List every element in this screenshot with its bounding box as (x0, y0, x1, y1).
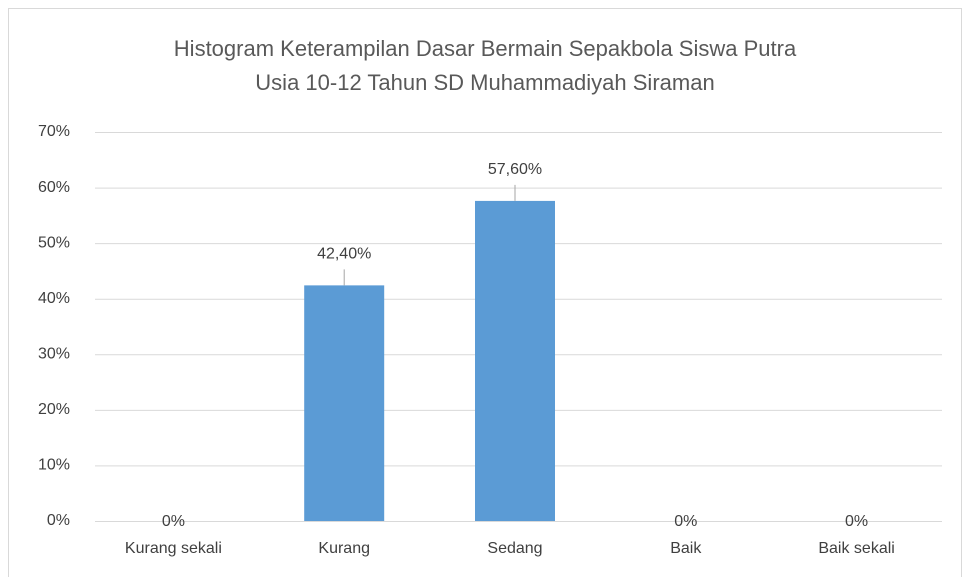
y-tick-label: 0% (47, 512, 70, 529)
x-tick-label: Kurang sekali (125, 540, 222, 557)
y-tick-label: 20% (38, 401, 70, 418)
x-tick-label: Kurang (318, 540, 370, 557)
y-tick-label: 70% (38, 123, 70, 140)
data-label: 0% (674, 513, 697, 530)
bar (475, 200, 555, 521)
x-tick-label: Sedang (487, 540, 542, 557)
x-tick-label: Baik (670, 540, 702, 557)
data-label: 0% (162, 513, 185, 530)
chart-title: Usia 10-12 Tahun SD Muhammadiyah Siraman (255, 70, 714, 95)
bar (304, 285, 385, 521)
y-tick-label: 30% (38, 346, 70, 363)
data-label: 42,40% (317, 246, 371, 263)
x-tick-label: Baik sekali (818, 540, 894, 557)
y-tick-label: 60% (38, 179, 70, 196)
chart-title: Histogram Keterampilan Dasar Bermain Sep… (174, 36, 797, 61)
y-tick-label: 40% (38, 290, 70, 307)
data-label: 57,60% (488, 161, 542, 178)
y-tick-label: 50% (38, 234, 70, 251)
y-tick-label: 10% (38, 457, 70, 474)
data-label: 0% (845, 513, 868, 530)
